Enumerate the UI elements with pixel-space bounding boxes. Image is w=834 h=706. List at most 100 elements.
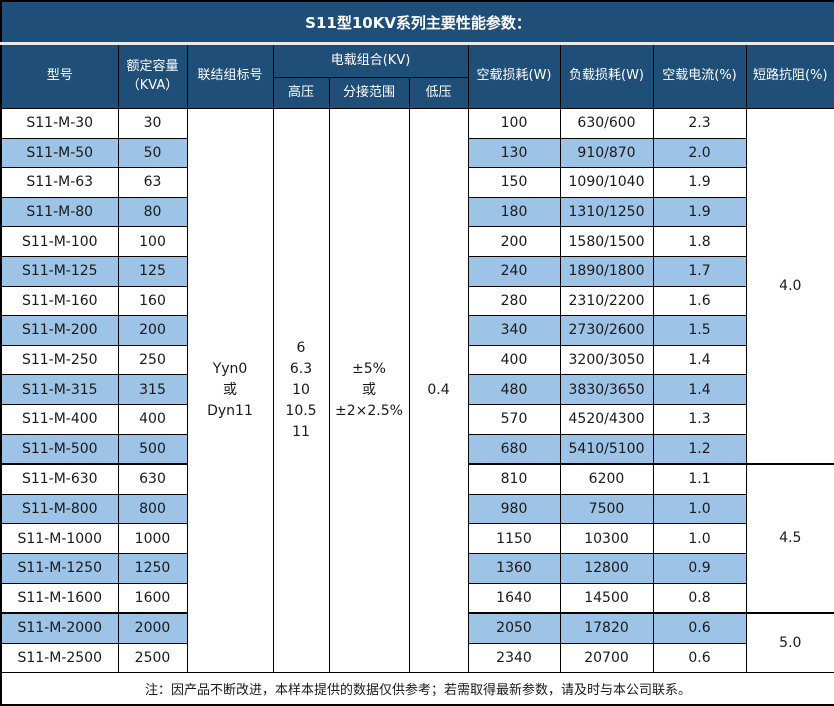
cell-load-loss: 7500 [559, 493, 654, 525]
col-header-impedance: 短路抗阻(%) [745, 43, 834, 109]
cell-capacity: 30 [117, 108, 188, 139]
cell-model: S11-M-500 [0, 433, 119, 465]
cell-load-loss: 1580/1500 [559, 226, 654, 257]
cell-capacity: 1600 [117, 582, 188, 614]
cell-no-load-loss: 340 [467, 315, 561, 346]
cell-load-loss: 14500 [559, 582, 654, 614]
cell-no-load-loss: 1640 [467, 582, 561, 614]
cell-load-loss: 5410/5100 [559, 433, 654, 465]
cell-no-load-loss: 1360 [467, 552, 561, 584]
col-header-model: 型号 [0, 43, 119, 109]
table-row: S11-M-500 500 680 5410/5100 1.2 [0, 433, 834, 465]
cell-capacity: 100 [117, 226, 188, 257]
cell-hv-voltage: 6 6.3 10 10.5 11 [272, 107, 330, 674]
cell-no-load-loss: 570 [467, 403, 561, 435]
cell-no-load-current: 0.8 [652, 582, 747, 614]
table-row: S11-M-125 125 240 1890/1800 1.7 [0, 255, 834, 287]
cell-no-load-current: 1.0 [652, 493, 747, 525]
cell-model: S11-M-2000 [0, 612, 119, 644]
cell-load-loss: 20700 [559, 642, 654, 674]
cell-no-load-loss: 1150 [467, 523, 561, 554]
cell-no-load-loss: 280 [467, 285, 561, 317]
cell-load-loss: 3830/3650 [559, 374, 654, 405]
cell-load-loss: 630/600 [559, 108, 654, 139]
table-row: S11-M-200 200 340 2730/2600 1.5 [0, 315, 834, 346]
cell-capacity: 1000 [117, 523, 188, 554]
cell-load-loss: 17820 [559, 612, 654, 644]
cell-capacity: 1250 [117, 552, 188, 584]
cell-no-load-current: 1.3 [652, 403, 747, 435]
cell-load-loss: 3200/3050 [559, 344, 654, 376]
cell-load-loss: 1890/1800 [559, 255, 654, 287]
cell-no-load-current: 0.6 [652, 642, 747, 674]
cell-no-load-current: 0.6 [652, 612, 747, 644]
table-row: S11-M-80 80 180 1310/1250 1.9 [0, 196, 834, 228]
cell-no-load-loss: 240 [467, 255, 561, 287]
cell-no-load-loss: 200 [467, 226, 561, 257]
cell-model: S11-M-30 [0, 108, 119, 139]
cell-model: S11-M-315 [0, 374, 119, 405]
cell-impedance: 4.0 [745, 108, 834, 465]
cell-load-loss: 910/870 [559, 137, 654, 169]
cell-no-load-loss: 400 [467, 344, 561, 376]
col-header-lv: 低压 [408, 77, 469, 109]
header-row-sub: 高压 分接范围 低压 [1, 77, 834, 109]
cell-no-load-loss: 980 [467, 493, 561, 525]
cell-no-load-current: 1.6 [652, 285, 747, 317]
cell-capacity: 2500 [117, 642, 188, 674]
cell-capacity: 315 [117, 374, 188, 405]
cell-no-load-current: 2.0 [652, 137, 747, 169]
cell-model: S11-M-2500 [0, 642, 119, 674]
cell-load-loss: 6200 [559, 463, 654, 495]
cell-capacity: 630 [117, 463, 188, 495]
cell-no-load-loss: 130 [467, 137, 561, 169]
col-header-no-load-loss: 空载损耗(W) [467, 43, 561, 109]
cell-model: S11-M-63 [0, 167, 119, 198]
cell-capacity: 125 [117, 255, 188, 287]
col-header-hv: 高压 [272, 77, 330, 109]
cell-load-loss: 12800 [559, 552, 654, 584]
cell-no-load-current: 1.0 [652, 523, 747, 554]
cell-impedance: 4.5 [745, 463, 834, 614]
cell-capacity: 50 [117, 137, 188, 169]
cell-model: S11-M-125 [0, 255, 119, 287]
table-title: S11型10KV系列主要性能参数： [0, 0, 834, 45]
cell-model: S11-M-250 [0, 344, 119, 376]
table-row: S11-M-1250 1250 1360 12800 0.9 [0, 552, 834, 584]
cell-no-load-loss: 180 [467, 196, 561, 228]
cell-load-loss: 10300 [559, 523, 654, 554]
cell-no-load-current: 1.4 [652, 374, 747, 405]
table-row: S11-M-1600 1600 1640 14500 0.8 [0, 582, 834, 614]
col-header-capacity: 额定容量 （KVA） [117, 43, 188, 109]
table-row: S11-M-50 50 130 910/870 2.0 [0, 137, 834, 169]
cell-no-load-current: 2.3 [652, 108, 747, 139]
cell-no-load-loss: 150 [467, 167, 561, 198]
cell-model: S11-M-160 [0, 285, 119, 317]
table-row: S11-M-800 800 980 7500 1.0 [0, 493, 834, 525]
cell-no-load-loss: 100 [467, 108, 561, 139]
cell-no-load-loss: 480 [467, 374, 561, 405]
col-header-load-loss: 负载损耗(W) [559, 43, 654, 109]
cell-no-load-loss: 2050 [467, 612, 561, 644]
table-row: S11-M-630 630 810 6200 1.1 4.5 [0, 463, 834, 614]
cell-capacity: 2000 [117, 612, 188, 644]
cell-model: S11-M-80 [0, 196, 119, 228]
cell-load-loss: 4520/4300 [559, 403, 654, 435]
cell-no-load-current: 1.8 [652, 226, 747, 257]
cell-vector-group: Yyn0 或 Dyn11 [186, 107, 274, 674]
table-row: S11-M-30 30 Yyn0 或 Dyn11 6 6.3 10 10.5 1… [0, 107, 834, 674]
cell-model: S11-M-800 [0, 493, 119, 525]
cell-capacity: 800 [117, 493, 188, 525]
cell-no-load-loss: 810 [467, 463, 561, 495]
cell-no-load-current: 0.9 [652, 552, 747, 584]
cell-model: S11-M-200 [0, 315, 119, 346]
cell-model: S11-M-100 [0, 226, 119, 257]
cell-impedance: 5.0 [745, 612, 834, 674]
cell-no-load-current: 1.1 [652, 463, 747, 495]
cell-capacity: 63 [117, 167, 188, 198]
col-header-no-load-current: 空载电流(%) [652, 43, 747, 109]
table-row: S11-M-160 160 280 2310/2200 1.6 [0, 285, 834, 317]
cell-model: S11-M-50 [0, 137, 119, 169]
cell-capacity: 80 [117, 196, 188, 228]
